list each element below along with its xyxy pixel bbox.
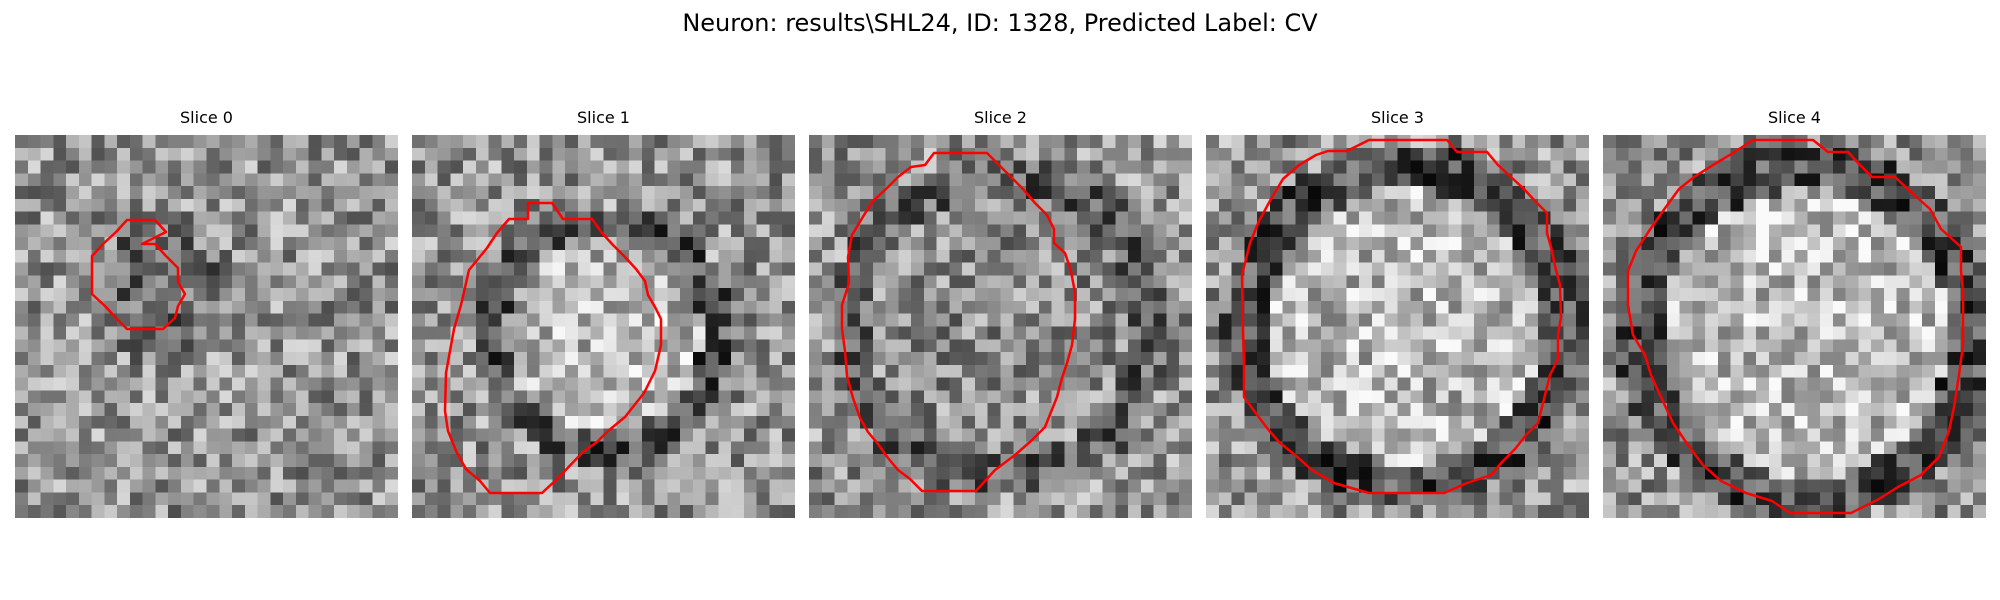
slice-panel-1: Slice 1 xyxy=(412,108,795,518)
slice-panel-4: Slice 4 xyxy=(1603,108,1986,518)
grayscale-texture xyxy=(412,135,795,518)
slice-image xyxy=(412,135,795,518)
figure-title: Neuron: results\SHL24, ID: 1328, Predict… xyxy=(682,9,1318,37)
slice-image xyxy=(1603,135,1986,518)
slice-image xyxy=(809,135,1192,518)
grayscale-texture xyxy=(1603,135,1986,518)
contour-outline xyxy=(443,201,663,495)
slice-panel-0: Slice 0 xyxy=(15,108,398,518)
slice-title: Slice 3 xyxy=(1371,108,1424,127)
slice-panel-2: Slice 2 xyxy=(809,108,1192,518)
contour-overlay xyxy=(1626,138,1965,515)
slice-image xyxy=(15,135,398,518)
grayscale-texture xyxy=(15,135,398,518)
slice-image xyxy=(1206,135,1589,518)
contour-outline xyxy=(840,151,1077,493)
slice-title: Slice 4 xyxy=(1768,108,1821,127)
contour-overlay xyxy=(840,151,1077,493)
slice-title: Slice 0 xyxy=(180,108,233,127)
contour-overlay xyxy=(1240,138,1563,495)
contour-outline xyxy=(1240,138,1563,495)
slice-panel-3: Slice 3 xyxy=(1206,108,1589,518)
contour-overlay xyxy=(443,201,663,495)
contour-outline xyxy=(90,218,187,331)
grayscale-texture xyxy=(809,135,1192,518)
slice-title: Slice 2 xyxy=(974,108,1027,127)
contour-overlay xyxy=(90,218,187,331)
slice-title: Slice 1 xyxy=(577,108,630,127)
contour-outline xyxy=(1626,138,1965,515)
